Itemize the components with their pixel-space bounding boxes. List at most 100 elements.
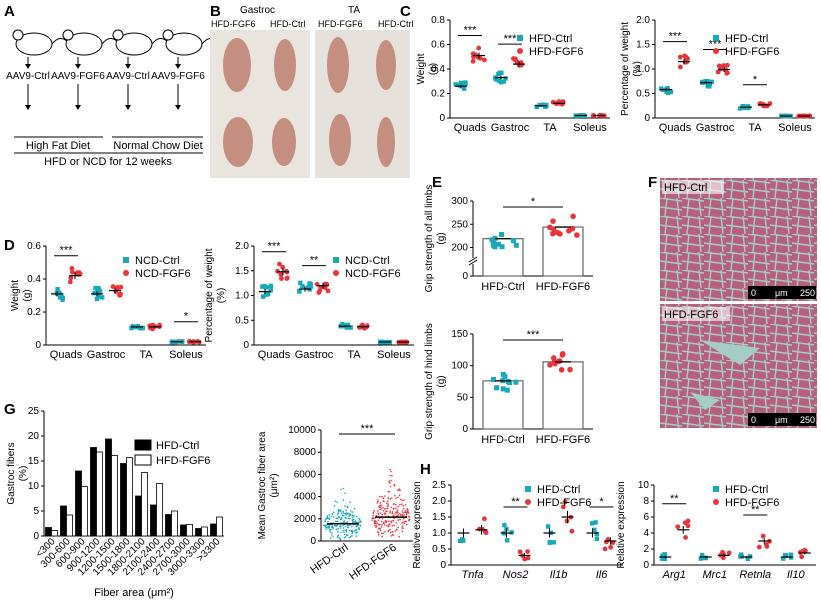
data-point: [569, 528, 575, 534]
x-tick-label: Quads: [50, 349, 83, 361]
x-tick-label: Gastroc: [491, 122, 530, 134]
x-tick-label: Soleus: [377, 349, 411, 361]
significance-label: ***: [669, 31, 683, 43]
data-point: [59, 293, 64, 298]
data-point: [331, 513, 334, 515]
significance-label: ***: [504, 33, 518, 45]
mouse-group-label: AAV9-Ctrl: [106, 71, 150, 82]
data-point: [389, 511, 391, 514]
data-point: [562, 499, 568, 505]
data-point: [358, 521, 360, 524]
x-tick-label: HFD-FGF6: [536, 281, 590, 293]
data-point: [387, 496, 390, 499]
y-tick-label: 0: [310, 536, 316, 547]
data-point: [388, 481, 391, 483]
y-axis-label-line: (%): [216, 288, 227, 304]
histogram-bar: [126, 457, 133, 537]
histogram-bar: [90, 447, 97, 537]
data-point: [389, 498, 392, 500]
data-point: [682, 53, 688, 59]
legend-marker: [713, 48, 719, 54]
y-axis-label: Grip strength of all limbs(g): [424, 185, 447, 293]
data-point: [551, 227, 557, 233]
data-point: [388, 480, 390, 482]
data-point: [390, 521, 393, 524]
y-tick-label: 0.6: [27, 241, 41, 252]
data-point: [569, 225, 576, 232]
photo-label-2: HFD-Ctrl: [270, 19, 306, 29]
data-point: [336, 501, 338, 503]
legend-marker: [333, 257, 339, 263]
arrow-head-icon: [25, 64, 31, 69]
data-point: [340, 488, 342, 491]
y-tick-label: 0.5: [235, 315, 249, 326]
data-point: [608, 544, 614, 550]
data-point: [337, 527, 340, 530]
data-point: [359, 519, 361, 522]
data-point: [268, 288, 274, 293]
data-point: [337, 534, 340, 536]
data-point: [509, 530, 514, 535]
data-point: [392, 534, 394, 537]
data-point: [324, 524, 326, 527]
data-point: [382, 497, 385, 500]
data-point: [328, 529, 331, 531]
data-point: [496, 72, 501, 77]
data-point: [499, 231, 505, 237]
y-tick-label: 4: [643, 528, 649, 539]
data-point: [395, 507, 397, 509]
data-point: [348, 517, 351, 520]
data-point: [340, 531, 342, 534]
data-point: [547, 224, 553, 231]
y-tick-label: 0: [644, 113, 650, 124]
data-point: [93, 285, 98, 291]
y-tick-label: 0: [439, 113, 445, 124]
scale-bar-label: 0: [751, 288, 756, 298]
data-point: [344, 536, 347, 538]
y-tick-label: 0: [35, 340, 41, 351]
data-point: [567, 366, 573, 373]
mouse-ear-icon: [162, 29, 174, 41]
histogram-bar: [141, 472, 148, 537]
y-axis-label-line: Weight: [416, 53, 427, 84]
x-tick-label: Mrc1: [703, 569, 727, 581]
data-point: [324, 518, 327, 520]
data-point: [353, 530, 356, 532]
data-point: [385, 507, 387, 510]
y-axis-label: Mean Gastroc fiber area(μm²): [257, 431, 280, 539]
data-point: [371, 519, 374, 521]
data-point: [344, 525, 347, 528]
histogram-bar: [186, 524, 193, 537]
data-point: [394, 513, 396, 515]
data-point: [375, 514, 378, 517]
x-tick-label: Il1b: [550, 569, 568, 581]
data-point: [495, 241, 501, 247]
data-point: [384, 530, 386, 533]
histology-fgf6-image: [660, 304, 817, 428]
chart-e2: Grip strength of hind limbs(g) 0 50 100 150 H…: [424, 323, 593, 446]
data-point: [803, 548, 808, 554]
data-point: [381, 523, 383, 526]
data-point: [381, 513, 384, 516]
data-point: [75, 271, 81, 277]
data-point: [340, 516, 343, 519]
data-point: [356, 531, 358, 533]
y-tick-label: 2.5: [432, 480, 446, 491]
legend-swatch: [134, 454, 152, 466]
data-point: [547, 362, 553, 368]
data-point: [316, 290, 322, 295]
data-point: [350, 530, 353, 533]
data-point: [401, 499, 404, 502]
x-axis-label: Fiber area (μm²): [94, 587, 174, 599]
data-point: [716, 63, 722, 69]
legend-marker: [333, 270, 339, 276]
data-point: [347, 526, 349, 528]
data-point: [379, 506, 382, 508]
data-point: [503, 76, 508, 81]
data-point: [564, 518, 570, 524]
data-point: [389, 485, 392, 488]
data-point: [390, 506, 393, 508]
chart-h1: H Relative expression 0 0.5 1.0 1.5 2.0 2.5 Tnfa…: [412, 461, 623, 581]
data-point: [703, 79, 708, 84]
legend-marker: [525, 486, 531, 492]
